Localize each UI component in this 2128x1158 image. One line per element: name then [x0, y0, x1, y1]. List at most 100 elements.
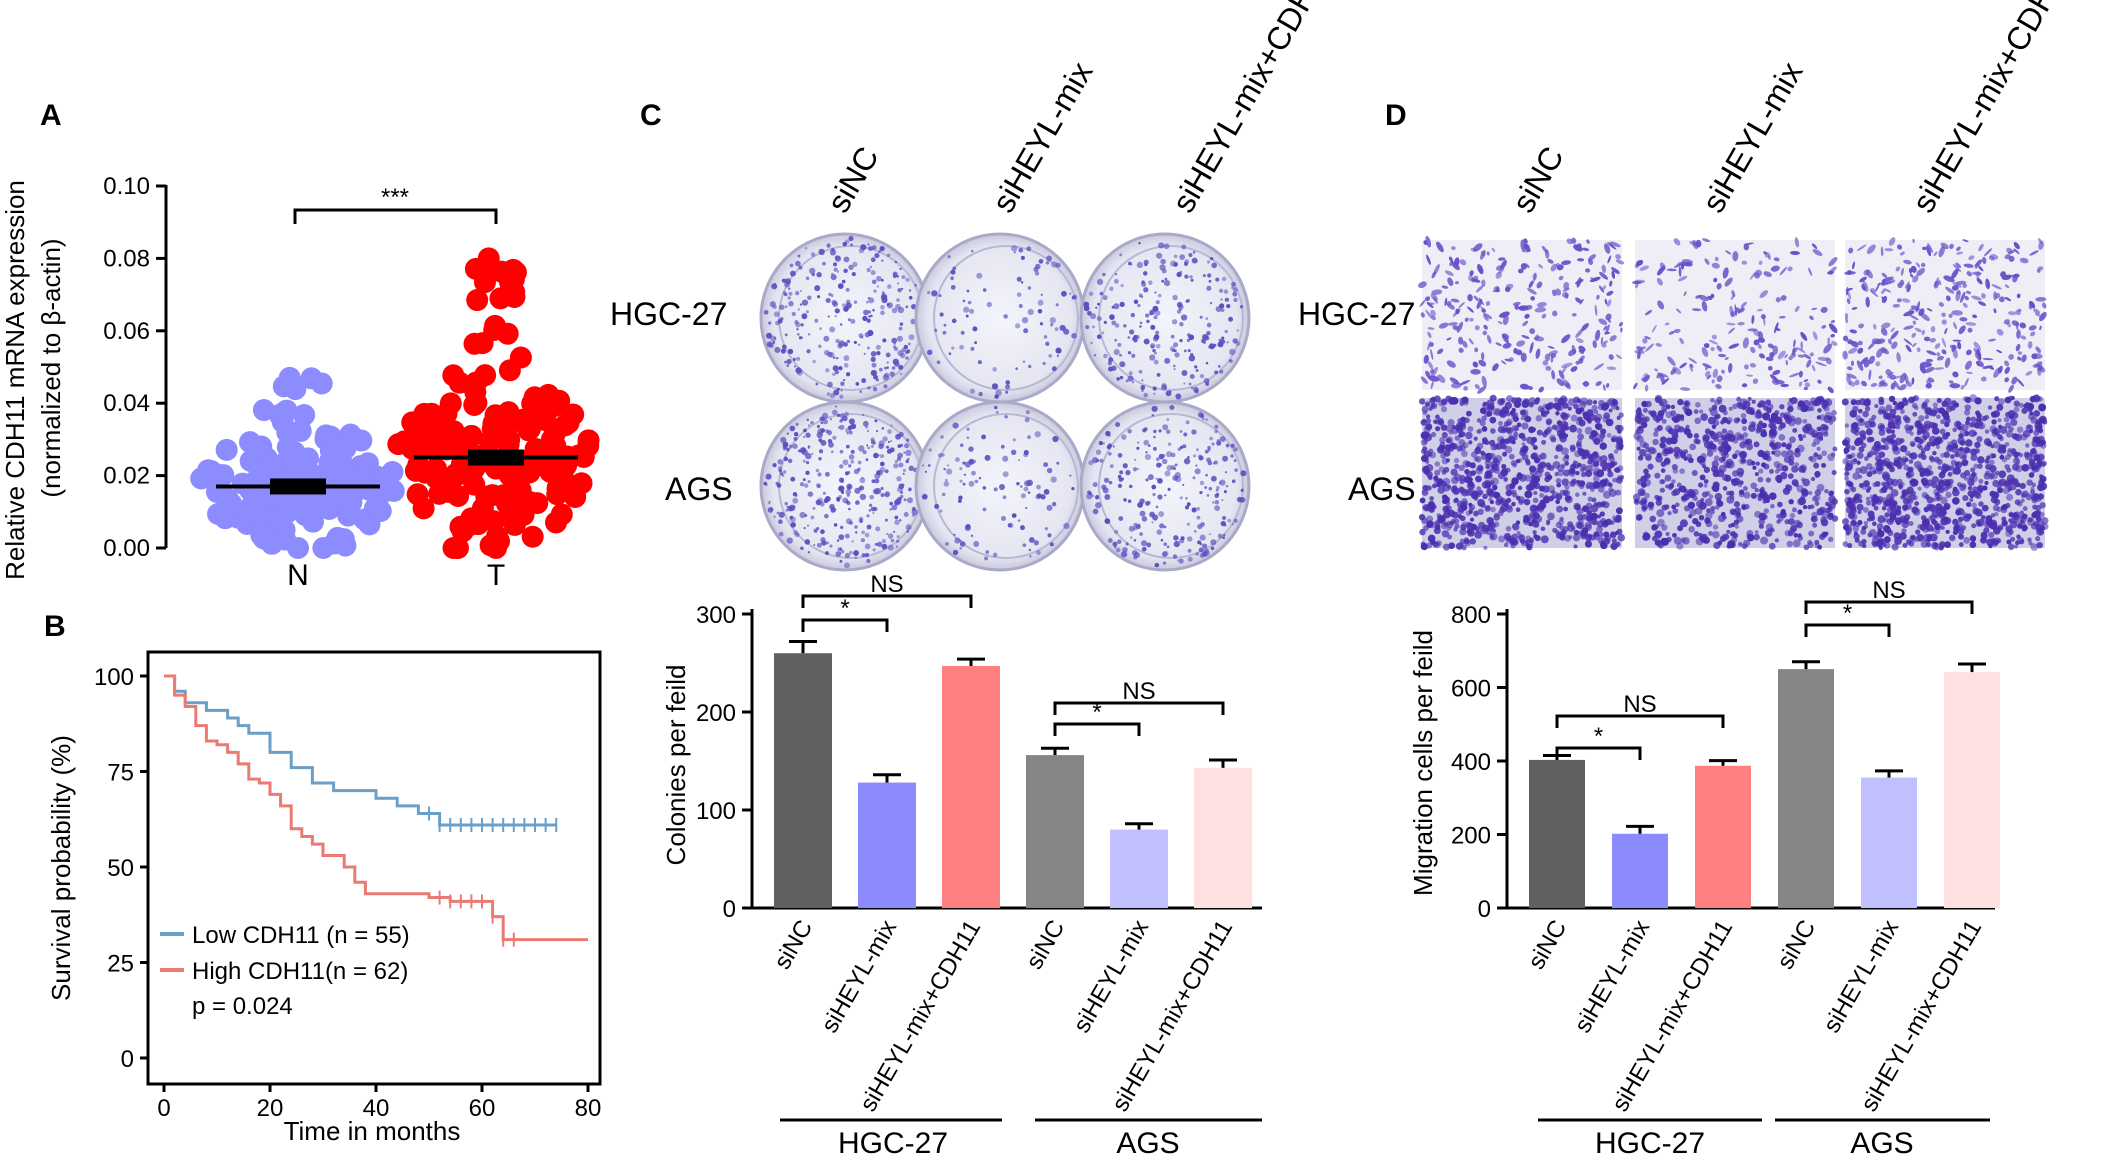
colony-dot — [1144, 313, 1150, 318]
migrated-cell — [1874, 462, 1880, 467]
migrated-cell — [1443, 449, 1451, 457]
panel-b-ytick-label: 75 — [107, 760, 134, 787]
migrated-cell — [1819, 506, 1826, 514]
panel-a-point — [481, 484, 504, 507]
panel-a-point — [476, 261, 499, 284]
migrated-cell — [1908, 307, 1914, 316]
colony-dot — [1016, 292, 1022, 297]
colony-dot — [898, 483, 905, 490]
migrated-cell — [1850, 519, 1857, 526]
migrated-cell — [1469, 517, 1475, 522]
panel-a-point — [521, 525, 544, 548]
colony-dot — [808, 424, 811, 427]
colony-dot — [1117, 483, 1123, 488]
migrated-cell — [1970, 467, 1976, 473]
colony-dot — [816, 526, 820, 531]
colony-dot — [1037, 309, 1043, 314]
colony-dot — [815, 499, 822, 506]
colony-dot — [784, 305, 788, 309]
migrated-cell — [1857, 340, 1863, 346]
migrated-cell — [2035, 524, 2044, 533]
colony-dot — [1119, 470, 1124, 475]
migrated-cell — [1862, 410, 1869, 418]
migrated-cell — [1425, 414, 1431, 419]
migrated-cell — [1831, 470, 1837, 476]
colony-dot — [1188, 354, 1196, 362]
colony-dot — [1226, 304, 1231, 309]
migrated-cell — [1571, 478, 1577, 484]
migrated-cell — [1638, 413, 1646, 421]
colony-dot — [1172, 554, 1178, 559]
colony-dot — [1090, 341, 1093, 344]
migrated-cell — [1420, 376, 1428, 385]
colony-dot — [850, 423, 857, 430]
colony-dot — [874, 487, 882, 495]
colony-dot — [816, 431, 823, 439]
panel-a-point — [283, 458, 306, 481]
migrated-cell — [1903, 338, 1913, 346]
panel-a-point — [276, 501, 299, 524]
migrated-cell — [2016, 426, 2024, 433]
migrated-cell — [1978, 301, 1987, 306]
migrated-cell — [1816, 446, 1821, 451]
colony-dot — [772, 341, 776, 344]
migrated-cell — [1553, 397, 1559, 403]
colony-dot — [1189, 275, 1193, 279]
migrated-cell — [1955, 262, 1962, 269]
colony-dot — [843, 355, 850, 361]
migrated-cell — [1502, 333, 1510, 340]
migrated-cell — [1902, 415, 1909, 422]
migrated-cell — [1850, 426, 1858, 434]
colony-dot — [1138, 369, 1143, 374]
colony-dot — [851, 540, 854, 543]
migrated-cell — [1567, 521, 1574, 528]
colony-dot — [781, 344, 787, 350]
migrated-cell — [1436, 482, 1442, 488]
migrated-cell — [1446, 360, 1456, 368]
migrated-cell — [1590, 504, 1599, 513]
migrated-cell — [1990, 444, 1995, 449]
colony-dot — [1026, 479, 1033, 486]
migrated-cell — [1868, 355, 1875, 365]
migrated-cell — [1899, 438, 1905, 444]
migrated-cell — [1881, 281, 1893, 286]
migrated-cell — [1903, 259, 1912, 265]
migrated-cell — [1899, 384, 1907, 391]
migrated-cell — [1440, 406, 1448, 413]
migrated-cell — [1521, 422, 1529, 430]
panel-c-sig-label: * — [1092, 699, 1101, 726]
migrated-cell — [1880, 481, 1886, 486]
migrated-cell — [1497, 257, 1506, 261]
migrated-cell — [1737, 321, 1745, 326]
migrated-cell — [1615, 436, 1623, 444]
migrated-cell — [1824, 488, 1829, 494]
colony-dot — [1042, 361, 1046, 366]
colony-dot — [1103, 320, 1107, 325]
colony-dot — [908, 487, 912, 492]
colony-dot — [845, 302, 852, 309]
colony-dot — [952, 266, 957, 271]
migrated-cell — [1644, 336, 1651, 340]
migrated-cell — [1431, 271, 1437, 279]
colony-dot — [801, 299, 809, 306]
colony-dot — [1219, 479, 1226, 486]
colony-dot — [1139, 325, 1142, 328]
migrated-cell — [1502, 342, 1512, 349]
migrated-cell — [1423, 354, 1429, 364]
migrated-cell — [1996, 403, 2004, 411]
migrated-cell — [2042, 419, 2048, 425]
panel-d-col-siheyl: siHEYL-mix — [1695, 56, 1810, 219]
migrated-cell — [1474, 384, 1480, 390]
colony-dot — [1153, 429, 1157, 434]
colony-dot — [872, 512, 875, 515]
colony-dot — [1205, 473, 1208, 477]
colony-dot — [784, 360, 787, 364]
migrated-cell — [1892, 303, 1901, 308]
migrated-cell — [1739, 441, 1747, 449]
colony-dot — [1197, 454, 1203, 459]
migrated-cell — [1922, 401, 1928, 407]
migrated-cell — [1557, 404, 1562, 409]
migrated-cell — [1636, 426, 1644, 434]
migrated-cell — [1732, 251, 1739, 262]
migrated-cell — [1737, 402, 1744, 410]
